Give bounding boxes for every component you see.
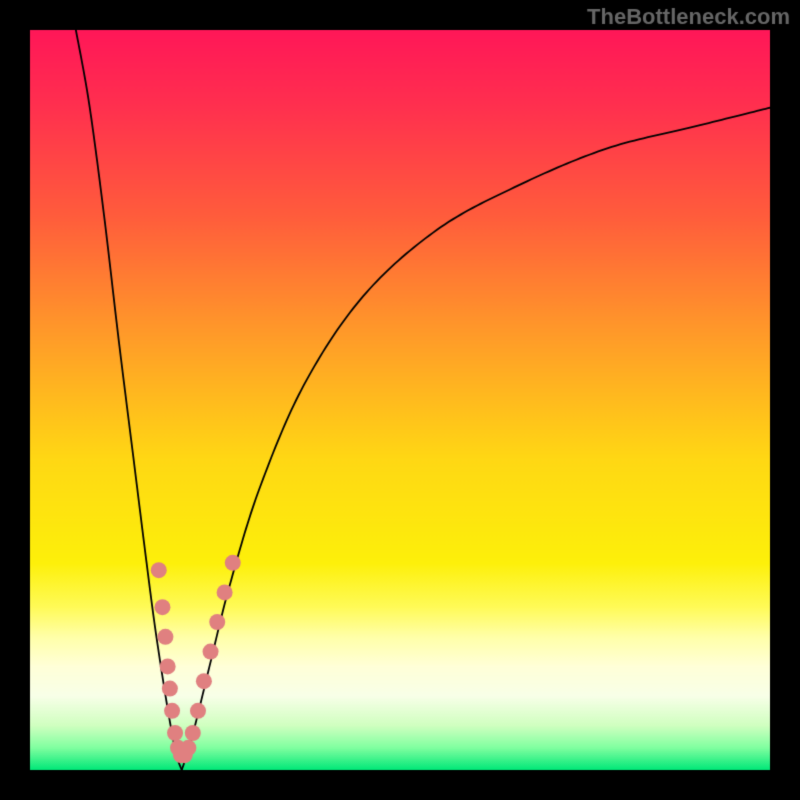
bottleneck-chart bbox=[0, 0, 800, 800]
